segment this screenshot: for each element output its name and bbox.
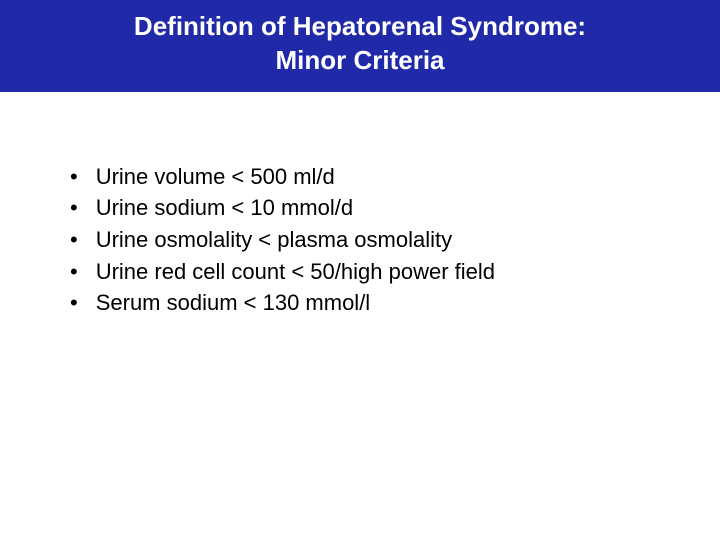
list-item: • Urine osmolality < plasma osmolality: [70, 225, 670, 255]
bullet-text: Urine osmolality < plasma osmolality: [96, 225, 452, 255]
bullet-list: • Urine volume < 500 ml/d • Urine sodium…: [70, 162, 670, 318]
content-area: • Urine volume < 500 ml/d • Urine sodium…: [0, 92, 720, 318]
bullet-marker-icon: •: [70, 288, 78, 318]
list-item: • Urine volume < 500 ml/d: [70, 162, 670, 192]
bullet-text: Serum sodium < 130 mmol/l: [96, 288, 371, 318]
bullet-text: Urine volume < 500 ml/d: [96, 162, 335, 192]
list-item: • Serum sodium < 130 mmol/l: [70, 288, 670, 318]
title-header: Definition of Hepatorenal Syndrome: Mino…: [0, 0, 720, 92]
bullet-text: Urine sodium < 10 mmol/d: [96, 193, 353, 223]
list-item: • Urine sodium < 10 mmol/d: [70, 193, 670, 223]
list-item: • Urine red cell count < 50/high power f…: [70, 257, 670, 287]
bullet-marker-icon: •: [70, 162, 78, 192]
bullet-marker-icon: •: [70, 193, 78, 223]
title-line-1: Definition of Hepatorenal Syndrome:: [20, 10, 700, 44]
bullet-marker-icon: •: [70, 257, 78, 287]
title-line-2: Minor Criteria: [20, 44, 700, 78]
bullet-marker-icon: •: [70, 225, 78, 255]
bullet-text: Urine red cell count < 50/high power fie…: [96, 257, 495, 287]
